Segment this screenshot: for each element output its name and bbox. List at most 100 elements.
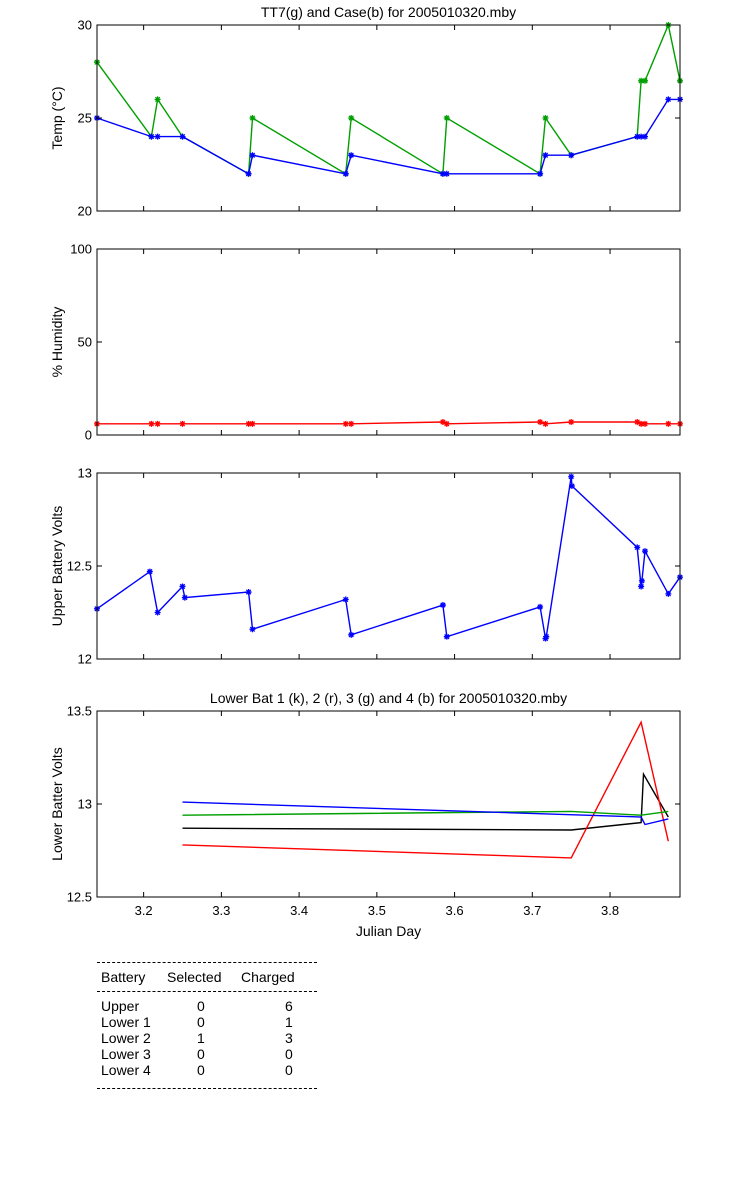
y-tick-label: 50 (78, 335, 92, 350)
y-tick-label: 0 (85, 428, 92, 443)
table-header-battery: Battery (101, 969, 146, 985)
table-cell-battery: Lower 3 (101, 1046, 151, 1062)
y-tick-label: 25 (78, 111, 92, 126)
data-point (537, 603, 544, 610)
series-line-2 (182, 720, 669, 859)
battery-summary-table: Battery Selected Charged Upper 0 6 Lower… (97, 962, 317, 1089)
data-point (665, 96, 672, 103)
data-point (245, 589, 252, 596)
table-row: Lower 1 0 1 (97, 1014, 317, 1030)
figure: 20 25 30 TT7(g) and Case(b) for 2005010320.… (49, 4, 683, 939)
data-point (542, 420, 549, 427)
data-point (439, 418, 446, 425)
y-tick-label: 13 (78, 797, 92, 812)
table-cell-selected: 0 (197, 1046, 205, 1062)
data-point (443, 633, 450, 640)
data-point (443, 420, 450, 427)
series-line-1 (96, 22, 681, 175)
table-header-selected: Selected (167, 969, 222, 985)
data-point (443, 115, 450, 121)
data-point (665, 420, 672, 427)
data-point (342, 420, 349, 427)
data-point (542, 115, 549, 121)
table-cell-charged: 0 (285, 1046, 293, 1062)
y-axis-label: Lower Batter Volts (49, 747, 65, 861)
data-point (543, 633, 550, 640)
data-point (148, 133, 155, 140)
table-bottom-rule (97, 1088, 317, 1089)
data-point (148, 420, 155, 427)
data-point (439, 170, 446, 177)
table-row: Upper 0 6 (97, 998, 317, 1014)
x-tick-label: 3.5 (368, 903, 386, 918)
data-point (634, 133, 641, 140)
data-point (348, 152, 355, 159)
data-point (568, 418, 575, 425)
table-header-charged: Charged (241, 969, 295, 985)
table-cell-selected: 0 (197, 1062, 205, 1078)
data-point (348, 115, 355, 121)
table-cell-selected: 1 (197, 1030, 205, 1046)
x-tick-label: 3.8 (601, 903, 619, 918)
x-axis-label: Julian Day (356, 923, 421, 939)
chart-title: TT7(g) and Case(b) for 2005010320.mby (261, 4, 516, 20)
table-cell-battery: Upper (101, 998, 140, 1014)
data-point (638, 133, 645, 140)
data-point (642, 77, 649, 84)
data-point (638, 77, 645, 84)
data-point (179, 583, 186, 590)
data-point (249, 152, 256, 159)
chart-panel-2: 0 50 100 % Humidity (49, 242, 683, 443)
data-point (154, 420, 161, 427)
data-point (154, 133, 161, 140)
y-tick-label: 30 (78, 18, 92, 33)
y-tick-label: 20 (78, 204, 92, 219)
plot-frame (96, 710, 681, 898)
data-point (443, 170, 450, 177)
table-cell-selected: 0 (197, 998, 205, 1014)
y-tick-label: 13.5 (67, 704, 92, 719)
series-line-1 (182, 771, 669, 831)
data-point (542, 635, 549, 642)
plot-frame (96, 248, 681, 436)
table-header-rule (97, 991, 317, 992)
x-tick-label: 3.3 (212, 903, 230, 918)
table-cell-battery: Lower 1 (101, 1014, 151, 1030)
table-cell-battery: Lower 4 (101, 1062, 151, 1078)
chart-panel-3: 12 12.5 13 Upper Battery Volts (49, 466, 683, 667)
data-point (342, 596, 349, 603)
data-point (638, 583, 645, 590)
y-tick-label: 12.5 (67, 890, 92, 905)
plot-frame (96, 472, 681, 660)
data-point (342, 170, 349, 177)
plot-frame (96, 24, 681, 212)
data-point (146, 568, 153, 575)
table-cell-charged: 1 (285, 1014, 293, 1030)
y-tick-label: 12.5 (67, 559, 92, 574)
table-row: Lower 4 0 0 (97, 1062, 317, 1078)
data-point (249, 420, 256, 427)
data-point (642, 548, 649, 555)
data-point (245, 420, 252, 427)
x-tick-label: 3.7 (523, 903, 541, 918)
y-axis-label: % Humidity (49, 307, 65, 378)
series-line-4 (182, 801, 669, 826)
y-axis-label: Upper Battery Volts (49, 506, 65, 627)
data-point (634, 544, 641, 551)
data-point (542, 152, 549, 159)
data-point (249, 626, 256, 633)
y-tick-label: 13 (78, 466, 92, 481)
data-point (179, 420, 186, 427)
data-point (638, 577, 645, 584)
table-cell-charged: 6 (285, 998, 293, 1014)
data-point (568, 473, 575, 480)
data-point (665, 590, 672, 597)
data-point (245, 170, 252, 177)
data-point (537, 418, 544, 425)
table-cell-charged: 0 (285, 1062, 293, 1078)
table-cell-battery: Lower 2 (101, 1030, 151, 1046)
data-point (642, 420, 649, 427)
x-tick-label: 3.6 (446, 903, 464, 918)
y-axis-label: Temp (°C) (49, 86, 65, 149)
table-row: Lower 3 0 0 (97, 1046, 317, 1062)
